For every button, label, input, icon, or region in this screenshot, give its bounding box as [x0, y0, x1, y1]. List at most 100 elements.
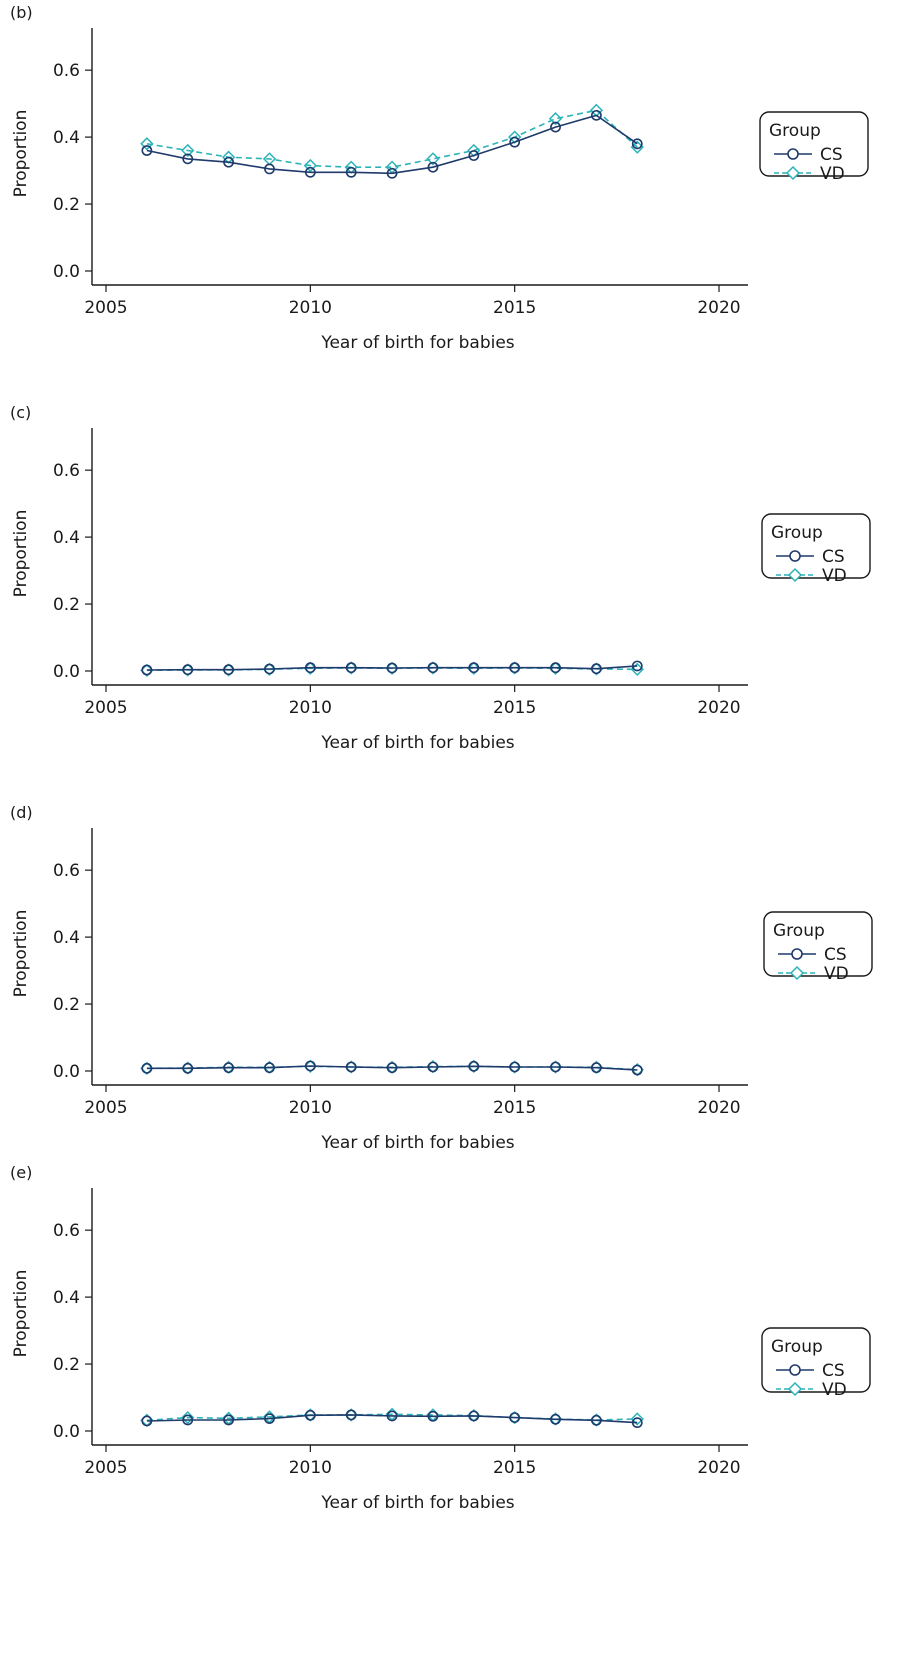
- legend-box: [759, 111, 869, 177]
- x-axis-label: Year of birth for babies: [320, 1133, 514, 1153]
- y-tick-label: 0.6: [53, 1221, 80, 1241]
- data-point-cs: [182, 1062, 194, 1074]
- y-tick-label: 0.6: [53, 61, 80, 81]
- x-axis-label: Year of birth for babies: [320, 1493, 514, 1513]
- y-axis-label: Proportion: [11, 110, 31, 198]
- series-line-cs: [146, 665, 638, 671]
- x-tick-label: 2010: [289, 1458, 332, 1478]
- data-point-vd: [140, 137, 154, 151]
- y-tick-label: 0.0: [53, 1422, 80, 1442]
- y-tick-label: 0.0: [53, 1062, 80, 1082]
- data-point-cs: [550, 121, 561, 133]
- series-line-cs: [146, 1414, 638, 1424]
- data-point-vd: [303, 158, 317, 173]
- data-point-cs: [509, 662, 521, 674]
- data-point-vd: [181, 1410, 195, 1425]
- y-tick-label: 0.4: [53, 1288, 80, 1308]
- data-point-cs: [386, 1062, 398, 1074]
- legend-label-vd: VD: [820, 164, 845, 184]
- data-point-cs: [468, 150, 480, 161]
- y-axis-label: Proportion: [11, 910, 31, 998]
- y-tick-label: 0.6: [53, 861, 80, 881]
- data-point-cs: [304, 166, 316, 178]
- data-point-cs: [141, 1062, 153, 1074]
- legend-box: [761, 513, 871, 579]
- data-point-cs: [182, 153, 194, 165]
- panel-label: (e): [10, 1163, 32, 1182]
- panel-c: (c) 0.0 0.2 0.4 0.6 2005 2010 2015 2020 Year of b…: [10, 403, 871, 753]
- data-point-vd: [181, 143, 195, 158]
- y-tick-label: 0.0: [53, 262, 80, 282]
- data-point-cs: [141, 664, 153, 676]
- data-point-vd: [548, 112, 563, 126]
- x-tick-label: 2020: [697, 698, 740, 718]
- panel-d: (d) 0.0 0.2 0.4 0.6 2005 2010 2015 2020 Year of b…: [10, 803, 873, 1153]
- series-line-cs: [146, 1065, 638, 1071]
- panel-b: (b) 0.0 0.2 0.4 0.6 2005 2010 2015 2020 Year of b…: [10, 3, 869, 353]
- legend-title: Group: [771, 1337, 823, 1357]
- data-point-cs: [591, 109, 602, 121]
- series-line-vd: [146, 109, 638, 168]
- data-point-cs: [427, 662, 439, 674]
- x-tick-label: 2010: [289, 298, 332, 318]
- legend-marker-vd: [789, 965, 805, 981]
- data-point-cs: [386, 1410, 398, 1422]
- data-point-cs: [631, 660, 643, 672]
- data-point-cs: [386, 662, 398, 674]
- panel-label: (b): [10, 3, 33, 22]
- data-point-cs: [427, 161, 439, 173]
- data-point-cs: [304, 1409, 316, 1421]
- data-point-vd: [426, 152, 440, 166]
- panel-e: (e) 0.0 0.2 0.4 0.6 2005 2010 2015 2020 Year of b…: [10, 1163, 871, 1513]
- legend-title: Group: [771, 523, 823, 543]
- legend-label-vd: VD: [824, 964, 849, 984]
- legend-marker-cs: [791, 948, 803, 960]
- data-point-cs: [264, 163, 275, 175]
- y-tick-label: 0.2: [53, 995, 80, 1015]
- legend-label-vd: VD: [822, 566, 847, 586]
- x-tick-label: 2020: [697, 298, 740, 318]
- x-tick-label: 2020: [697, 1098, 740, 1118]
- legend-label-cs: CS: [820, 145, 843, 165]
- data-point-cs: [223, 1062, 234, 1074]
- data-point-cs: [345, 1061, 357, 1073]
- data-point-cs: [264, 1062, 275, 1074]
- data-point-cs: [182, 664, 194, 676]
- data-point-cs: [141, 1415, 153, 1427]
- x-tick-label: 2005: [84, 698, 127, 718]
- data-point-cs: [550, 1061, 561, 1073]
- data-point-cs: [345, 1409, 357, 1421]
- legend-marker-vd: [787, 567, 803, 583]
- data-point-cs: [264, 663, 275, 675]
- data-point-cs: [304, 1060, 316, 1072]
- data-point-cs: [509, 1061, 521, 1073]
- data-point-cs: [550, 1413, 561, 1425]
- data-point-cs: [591, 1414, 602, 1426]
- y-tick-label: 0.0: [53, 662, 80, 682]
- data-point-cs: [345, 166, 357, 178]
- legend-box: [761, 1327, 871, 1393]
- data-point-cs: [427, 1061, 439, 1073]
- legend-marker-vd: [787, 1381, 803, 1397]
- y-tick-label: 0.4: [53, 928, 80, 948]
- y-tick-label: 0.2: [53, 1355, 80, 1375]
- data-point-cs: [223, 1414, 234, 1426]
- y-tick-label: 0.2: [53, 195, 80, 215]
- y-tick-label: 0.4: [53, 128, 80, 148]
- data-point-cs: [223, 156, 234, 168]
- data-point-cs: [550, 662, 561, 674]
- legend-label-cs: CS: [822, 1361, 845, 1381]
- data-point-cs: [591, 663, 602, 675]
- x-tick-label: 2015: [493, 1458, 536, 1478]
- data-point-cs: [468, 662, 480, 674]
- x-tick-label: 2010: [289, 698, 332, 718]
- legend-marker-cs: [789, 550, 801, 562]
- y-tick-label: 0.4: [53, 528, 80, 548]
- legend-label-cs: CS: [822, 547, 845, 567]
